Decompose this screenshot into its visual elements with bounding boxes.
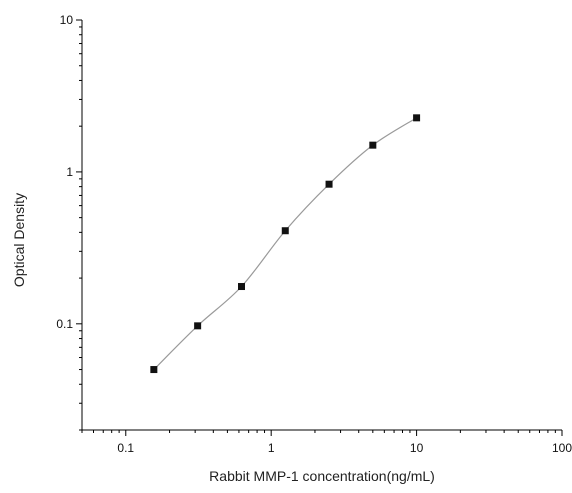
data-points-layer — [150, 114, 421, 374]
data-point — [369, 141, 377, 149]
plot-frame — [81, 20, 562, 431]
data-point — [281, 227, 289, 235]
fit-curve-layer — [153, 117, 417, 370]
data-point — [150, 366, 158, 374]
fit-curve — [153, 117, 417, 370]
y-axis-title: Optical Density — [11, 193, 27, 287]
data-point — [325, 180, 333, 188]
y-tick-label: 1 — [66, 165, 73, 179]
x-axis-title: Rabbit MMP-1 concentration(ng/mL) — [209, 468, 435, 484]
data-point — [238, 283, 245, 291]
x-axis-ticks: 0.1 1 10 100 — [81, 430, 572, 455]
y-axis-ticks: 0.1 1 10 — [56, 13, 82, 431]
data-point — [413, 114, 421, 122]
data-point — [194, 322, 202, 330]
x-tick-label: 0.1 — [117, 441, 134, 455]
x-tick-label: 1 — [268, 441, 275, 455]
y-tick-label: 10 — [60, 13, 74, 27]
x-tick-label: 100 — [552, 441, 572, 455]
y-tick-label: 0.1 — [56, 317, 73, 331]
x-tick-label: 10 — [410, 441, 424, 455]
